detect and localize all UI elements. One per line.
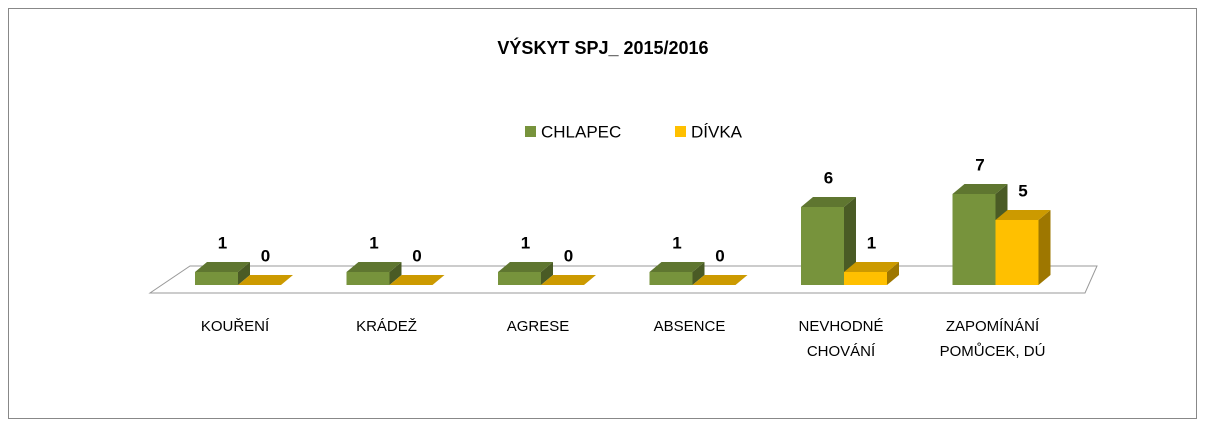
bar <box>801 197 856 285</box>
bar-front <box>801 207 844 285</box>
bar-front <box>346 272 390 285</box>
x-tick-label: ZAPOMÍNÁNÍ POMŮCEK, DÚ <box>939 318 1046 360</box>
data-label: 0 <box>412 246 421 265</box>
bar-front <box>995 220 1039 285</box>
bar <box>995 210 1051 285</box>
x-tick-label: KOUŘENÍ <box>200 318 270 335</box>
data-label: 1 <box>369 233 378 252</box>
bar-top <box>498 262 553 272</box>
x-tick-label: KRÁDEŽ <box>356 318 417 335</box>
bar-side <box>844 197 856 285</box>
bar-top <box>346 262 402 272</box>
bar-front <box>649 272 693 285</box>
bar-top <box>649 262 705 272</box>
bar-top <box>389 275 445 285</box>
bar <box>346 262 402 285</box>
legend-swatch <box>525 126 536 137</box>
bar <box>195 262 250 285</box>
chart-title: VÝSKYT SPJ_ 2015/2016 <box>497 37 708 58</box>
bar <box>498 262 553 285</box>
bar-front <box>195 272 238 285</box>
data-label: 1 <box>218 233 227 252</box>
bar-side <box>1038 210 1051 285</box>
data-label: 0 <box>564 246 573 265</box>
bar <box>649 262 705 285</box>
bar-top <box>541 275 596 285</box>
x-tick-label: ABSENCE <box>653 318 726 335</box>
x-tick-label: NEVHODNÉ CHOVÁNÍ <box>798 318 884 360</box>
bar-front <box>498 272 541 285</box>
data-label: 1 <box>867 233 876 252</box>
bar-front <box>844 272 887 285</box>
legend-swatch <box>675 126 686 137</box>
bar-side <box>541 262 553 285</box>
bar <box>238 275 293 285</box>
bar-top <box>195 262 250 272</box>
bar-side <box>238 262 250 285</box>
bar <box>389 275 445 285</box>
bar-top <box>801 197 856 207</box>
data-label: 5 <box>1018 181 1027 200</box>
bar-top <box>692 275 748 285</box>
data-label: 1 <box>672 233 681 252</box>
bar-top <box>238 275 293 285</box>
bar-top <box>844 262 899 272</box>
bar-side <box>692 262 705 285</box>
data-label: 0 <box>261 246 270 265</box>
bar <box>844 262 899 285</box>
bar <box>541 275 596 285</box>
bar-front <box>952 194 996 285</box>
bar <box>692 275 748 285</box>
bar-side <box>389 262 402 285</box>
data-label: 0 <box>715 246 724 265</box>
legend-label: CHLAPEC <box>541 122 621 141</box>
bar-top <box>995 210 1051 220</box>
data-label: 7 <box>975 155 984 174</box>
bar-side <box>887 262 899 285</box>
data-label: 1 <box>521 233 530 252</box>
legend-label: DÍVKA <box>691 122 743 141</box>
x-tick-label: AGRESE <box>506 318 570 335</box>
bar-top <box>952 184 1008 194</box>
data-label: 6 <box>824 168 833 187</box>
